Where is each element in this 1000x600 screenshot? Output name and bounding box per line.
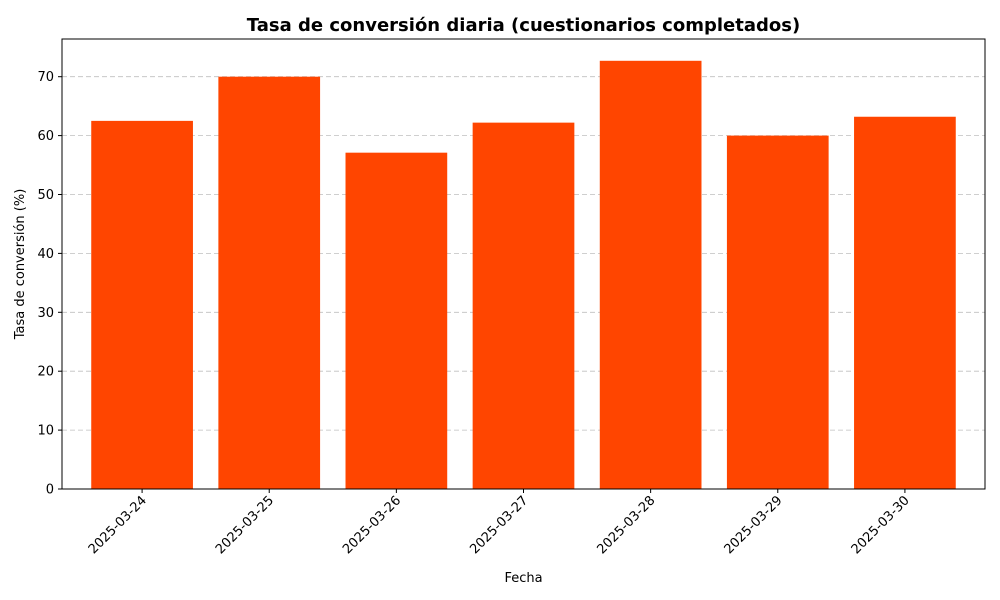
x-tick-label: 2025-03-24: [86, 493, 150, 557]
bar-2025-03-28: [599, 60, 702, 490]
x-tick-label: 2025-03-25: [213, 493, 277, 557]
x-tick-label: 2025-03-30: [849, 493, 913, 557]
y-axis-label: Tasa de conversión (%): [13, 189, 28, 341]
y-tick-label: 10: [37, 424, 54, 439]
y-tick-label: 30: [37, 306, 54, 321]
y-tick-label: 0: [46, 483, 54, 498]
y-axis: 0 10 20 30 40 50 60 70: [37, 70, 62, 498]
x-axis: 2025-03-24 2025-03-25 2025-03-26 2025-03-27…: [86, 489, 913, 557]
bar-2025-03-24: [91, 120, 193, 489]
grid: [62, 76, 985, 490]
x-axis-label: Fecha: [504, 571, 542, 586]
bar-2025-03-29: [726, 135, 829, 489]
x-tick-label: 2025-03-27: [467, 493, 531, 557]
x-tick-label: 2025-03-29: [722, 493, 786, 557]
x-tick-label: 2025-03-26: [340, 493, 404, 557]
y-tick-label: 50: [37, 188, 54, 203]
chart-title: Tasa de conversión diaria (cuestionarios…: [247, 15, 800, 36]
bars: [91, 60, 956, 490]
y-tick-label: 40: [37, 247, 54, 262]
bar-2025-03-27: [472, 122, 575, 490]
y-tick-label: 70: [37, 70, 54, 85]
bar-2025-03-25: [218, 76, 321, 489]
bar-2025-03-26: [345, 152, 448, 489]
y-tick-label: 60: [37, 129, 54, 144]
bar-2025-03-30: [854, 116, 956, 489]
y-tick-label: 20: [37, 365, 54, 380]
x-tick-label: 2025-03-28: [594, 493, 658, 557]
